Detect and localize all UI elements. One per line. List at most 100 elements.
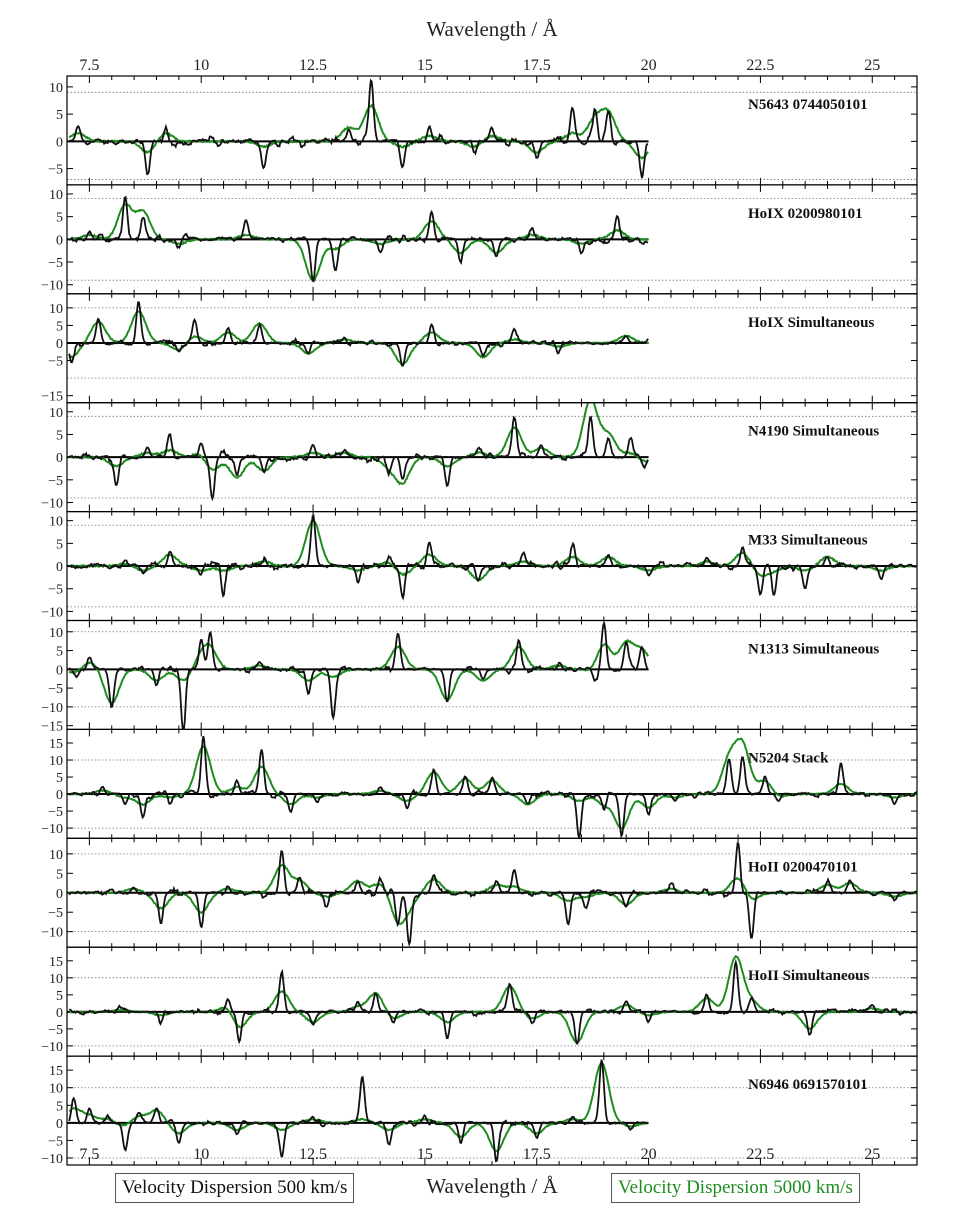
panel-label: N5204 Stack [748, 750, 829, 766]
panel-label: N5643 0744050101 [748, 97, 868, 113]
spectrum-panel: 10 5 0 −5 −10 −15 N1313 Simultaneous [41, 619, 918, 735]
y-tick-label: 0 [56, 135, 63, 150]
top-tick-labels: 7.5 10 12.5 15 17.5 20 22.5 25 [79, 57, 880, 74]
panel-label: N6946 0691570101 [748, 1077, 868, 1093]
panel-label: N1313 Simultaneous [748, 642, 879, 658]
broad-series-line [68, 638, 649, 704]
top-axis-title: Wavelength / Å [426, 17, 558, 41]
panel-label: M33 Simultaneous [748, 533, 868, 549]
broad-series-line [68, 402, 649, 486]
bottom-x-tick-label: 12.5 [299, 1146, 327, 1163]
y-tick-label: −5 [48, 583, 63, 598]
bottom-axis-title: Wavelength / Å [426, 1174, 558, 1198]
bottom-x-tick-label: 25 [864, 1146, 880, 1163]
y-tick-label: 0 [56, 887, 63, 902]
top-x-tick-label: 15 [417, 57, 433, 74]
y-tick-label: −15 [41, 720, 63, 735]
y-tick-label: 15 [49, 737, 63, 752]
y-tick-label: 10 [49, 188, 63, 203]
broad-series-line [68, 202, 649, 282]
y-tick-label: 10 [49, 302, 63, 317]
panel-label: HoII 0200470101 [748, 859, 858, 875]
y-tick-label: −5 [48, 355, 63, 370]
y-tick-label: 0 [56, 663, 63, 678]
y-tick-label: 5 [56, 211, 63, 226]
y-tick-label: 10 [49, 1082, 63, 1097]
y-tick-label: 5 [56, 319, 63, 334]
y-tick-label: 10 [49, 81, 63, 96]
y-tick-label: 5 [56, 867, 63, 882]
y-tick-label: −5 [48, 163, 63, 178]
y-tick-label: 5 [56, 1099, 63, 1114]
broad-series-line [68, 310, 649, 366]
y-tick-label: 0 [56, 451, 63, 466]
y-tick-label: 0 [56, 1006, 63, 1021]
narrow-series-line [68, 736, 917, 839]
y-tick-label: 0 [56, 337, 63, 352]
y-tick-label: −5 [48, 906, 63, 921]
y-tick-label: −5 [48, 256, 63, 271]
bottom-x-tick-label: 7.5 [79, 1146, 99, 1163]
y-tick-label: −10 [41, 926, 63, 941]
spectrum-panel: 15 10 5 0 −5 −10 N6946 0691570101 [41, 1055, 918, 1167]
narrow-series-line [68, 301, 649, 367]
spectrum-panel: 10 5 0 −5 −15 HoIX Simultaneous [41, 293, 918, 405]
bottom-x-tick-label: 20 [641, 1146, 657, 1163]
spectrum-panel: 10 5 0 −5 −10 N4190 Simultaneous [41, 402, 918, 513]
y-tick-label: 5 [56, 989, 63, 1004]
y-tick-label: 0 [56, 788, 63, 803]
narrow-series-line [69, 514, 917, 601]
y-tick-label: 10 [49, 515, 63, 530]
y-tick-label: 10 [49, 754, 63, 769]
y-tick-label: 5 [56, 428, 63, 443]
top-x-tick-label: 25 [864, 57, 880, 74]
bottom-x-tick-label: 22.5 [746, 1146, 774, 1163]
y-tick-label: 10 [49, 626, 63, 641]
top-x-tick-label: 17.5 [523, 57, 551, 74]
panel-label: HoIX 0200980101 [748, 206, 863, 222]
y-tick-label: 15 [49, 1064, 63, 1079]
top-x-tick-label: 20 [641, 57, 657, 74]
panels: 10 5 0 −5 N5643 0744050101 10 5 0 −5 −10 HoIX 0200… [41, 75, 918, 1167]
narrow-series-line [68, 195, 649, 283]
legend-narrow: Velocity Dispersion 500 km/s [115, 1173, 355, 1203]
top-x-tick-label: 7.5 [79, 57, 99, 74]
spectrum-panel: 15 10 5 0 −5 −10 HoII Simultaneous [41, 946, 918, 1057]
bottom-x-tick-label: 15 [417, 1146, 433, 1163]
y-tick-label: −5 [48, 1023, 63, 1038]
narrow-series-line [69, 415, 649, 502]
y-tick-label: −10 [41, 822, 63, 837]
y-tick-label: 0 [56, 233, 63, 248]
y-tick-label: −5 [48, 682, 63, 697]
narrow-series-line [68, 1059, 649, 1163]
y-tick-label: −5 [48, 474, 63, 489]
broad-series-line [69, 519, 917, 582]
y-tick-label: −10 [41, 605, 63, 620]
panel-frame [66, 946, 918, 1057]
y-tick-label: 0 [56, 560, 63, 575]
y-tick-label: 5 [56, 537, 63, 552]
y-tick-label: 15 [49, 955, 63, 970]
y-tick-label: 10 [49, 848, 63, 863]
panel-label: HoIX Simultaneous [748, 315, 874, 331]
y-tick-label: −10 [41, 1152, 63, 1167]
bottom-x-tick-label: 10 [193, 1146, 209, 1163]
panel-frame [66, 1055, 918, 1166]
panel-label: N4190 Simultaneous [748, 424, 879, 440]
y-tick-label: 0 [56, 1117, 63, 1132]
narrow-series-line [68, 621, 649, 730]
top-x-tick-label: 10 [193, 57, 209, 74]
top-x-tick-label: 22.5 [746, 57, 774, 74]
narrow-series-line [68, 958, 917, 1045]
panel-label: HoII Simultaneous [748, 968, 869, 984]
bottom-tick-labels: 7.5 10 12.5 15 17.5 20 22.5 25 [79, 1146, 880, 1163]
top-x-tick-label: 12.5 [299, 57, 327, 74]
y-tick-label: −10 [41, 1040, 63, 1055]
bottom-x-tick-label: 17.5 [523, 1146, 551, 1163]
broad-series-line [68, 103, 649, 160]
y-tick-label: −5 [48, 1134, 63, 1149]
spectrum-panel: 10 5 0 −5 −10 HoIX 0200980101 [41, 184, 918, 295]
spectrum-panel: 10 5 0 −5 −10 M33 Simultaneous [41, 511, 918, 622]
narrow-series-line [68, 78, 649, 179]
